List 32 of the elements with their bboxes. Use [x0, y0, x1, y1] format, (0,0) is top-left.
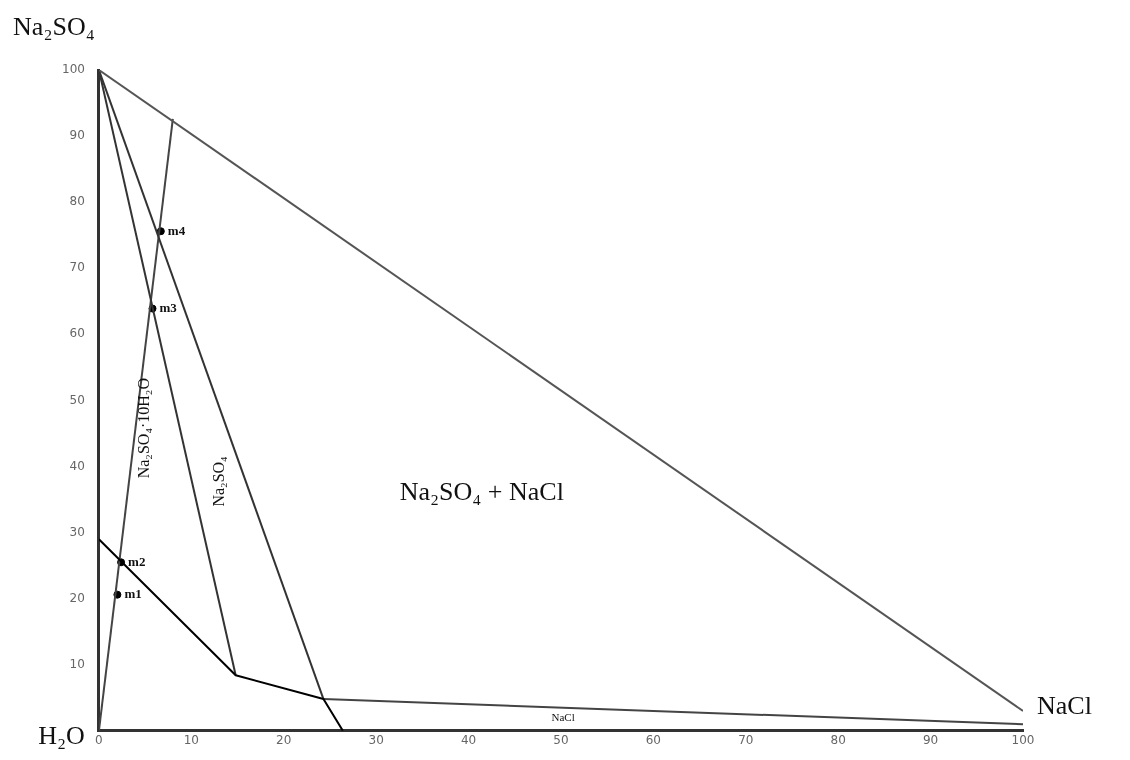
x-tick-label: 30 — [368, 733, 384, 748]
y-tick-label: 50 — [69, 392, 85, 407]
x-tick-label: 100 — [1011, 733, 1035, 748]
x-tick-label: 80 — [830, 733, 846, 748]
y-tick-label: 20 — [69, 590, 85, 605]
y-tick-label: 10 — [69, 656, 85, 671]
x-tick-label: 10 — [183, 733, 199, 748]
annotation: Na₂SO₄ + NaCl — [399, 477, 564, 507]
annotation: Na₂SO₄ — [209, 455, 227, 507]
text: Na₂SO₄ — [13, 11, 95, 41]
annotation: NaCl — [551, 710, 575, 723]
x-tick-label: 70 — [738, 733, 754, 748]
y-tick-label: 40 — [69, 458, 85, 473]
y-tick-label: 80 — [69, 194, 85, 209]
data-label: m3 — [159, 299, 178, 315]
x-tick-label: 90 — [922, 733, 939, 748]
y-tick-label: 30 — [69, 524, 85, 539]
data-label: m4 — [167, 222, 186, 238]
x-tick-label: 60 — [645, 733, 661, 748]
y-tick-label: 70 — [69, 260, 85, 275]
y-tick-label: 60 — [69, 326, 85, 341]
x-tick-label: 50 — [553, 733, 569, 748]
annotation: Na₂SO₄·10H₂O — [134, 378, 152, 479]
x-tick-label: 40 — [460, 733, 477, 748]
y-tick-label: 90 — [69, 128, 85, 143]
x-tick-label: 20 — [276, 733, 292, 748]
text: H₂O — [38, 720, 85, 750]
text: NaCl — [1037, 690, 1092, 720]
data-label: m2 — [128, 553, 146, 569]
y-tick-label: 100 — [62, 62, 85, 77]
x-tick-label: 0 — [95, 733, 103, 748]
data-label: m1 — [124, 586, 142, 602]
